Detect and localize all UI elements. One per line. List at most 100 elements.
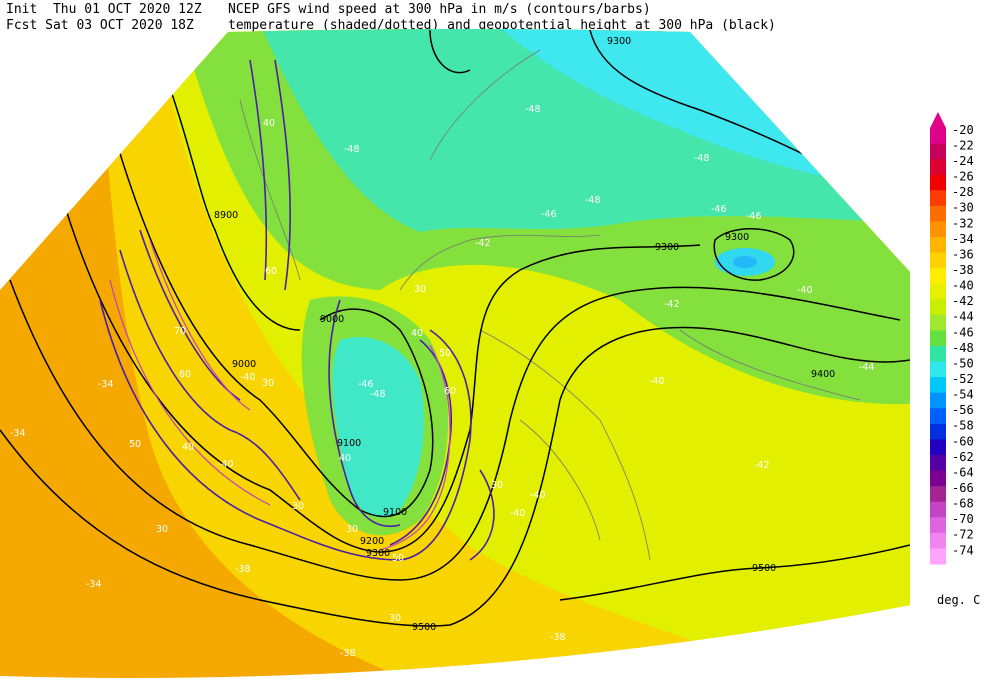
temperature-label: -34 bbox=[10, 428, 26, 439]
wind-label: 60 bbox=[444, 386, 456, 397]
temperature-label: -46 bbox=[541, 209, 557, 220]
colorbar-label: -42 bbox=[952, 294, 974, 308]
colorbar-swatch bbox=[930, 174, 946, 191]
colorbar-label: -30 bbox=[952, 201, 974, 215]
colorbar-swatch bbox=[930, 392, 946, 409]
height-label: 9500 bbox=[412, 622, 436, 633]
wind-label: 30 bbox=[389, 613, 401, 624]
wind-label: 50 bbox=[439, 348, 451, 359]
colorbar-label: -64 bbox=[952, 465, 974, 479]
temperature-label: -48 bbox=[585, 195, 601, 206]
title-line: temperature (shaded/dotted) and geopoten… bbox=[228, 18, 776, 33]
height-label: 9000 bbox=[232, 359, 256, 370]
temperature-label: -48 bbox=[525, 104, 541, 115]
colorbar-swatch bbox=[930, 423, 946, 440]
colorbar-arrow bbox=[930, 112, 946, 128]
colorbar-swatch bbox=[930, 268, 946, 285]
temperature-label: -46 bbox=[358, 379, 374, 390]
colorbar-label: -58 bbox=[952, 419, 974, 433]
colorbar-label: -34 bbox=[952, 232, 974, 246]
colorbar-label: -66 bbox=[952, 481, 974, 495]
colorbar-label: -62 bbox=[952, 450, 974, 464]
colorbar-label: -74 bbox=[952, 543, 974, 557]
colorbar-swatch bbox=[930, 330, 946, 347]
colorbar-label: -72 bbox=[952, 528, 974, 542]
height-label: 9400 bbox=[811, 369, 835, 380]
height-label: 9100 bbox=[383, 507, 407, 518]
wind-label: 30 bbox=[292, 501, 304, 512]
units-label: deg. C bbox=[937, 593, 980, 607]
colorbar-swatch bbox=[930, 252, 946, 269]
height-label: 8900 bbox=[214, 210, 238, 221]
colorbar-label: -50 bbox=[952, 356, 974, 370]
height-label: 9300 bbox=[366, 548, 390, 559]
colorbar-label: -68 bbox=[952, 497, 974, 511]
height-label: 9300 bbox=[655, 242, 679, 253]
temperature-label: -42 bbox=[475, 238, 491, 249]
height-label: 9300 bbox=[725, 232, 749, 243]
colorbar-swatch bbox=[930, 361, 946, 378]
colorbar-swatch bbox=[930, 532, 946, 549]
wind-label: 60 bbox=[179, 369, 191, 380]
temperature-label: -42 bbox=[754, 460, 770, 471]
colorbar-label: -44 bbox=[952, 310, 974, 324]
colorbar-label: -52 bbox=[952, 372, 974, 386]
temperature-label: -48 bbox=[370, 389, 386, 400]
temperature-label: -38 bbox=[340, 648, 356, 659]
colorbar-swatch bbox=[930, 237, 946, 254]
temp-shading bbox=[332, 336, 424, 518]
height-label: 9000 bbox=[320, 314, 344, 325]
temperature-label: -42 bbox=[664, 299, 680, 310]
colorbar-label: -38 bbox=[952, 263, 974, 277]
colorbar-swatch bbox=[930, 501, 946, 518]
temp-shading bbox=[733, 256, 757, 268]
wind-label: 30 bbox=[156, 524, 168, 535]
temperature-label: -40 bbox=[510, 508, 526, 519]
wind-label: 30 bbox=[346, 524, 358, 535]
colorbar-swatch bbox=[930, 128, 946, 145]
height-label: 9500 bbox=[752, 563, 776, 574]
forecast-time: Fcst Sat 03 OCT 2020 18Z bbox=[6, 18, 194, 33]
temperature-label: -38 bbox=[235, 564, 251, 575]
colorbar-label: -22 bbox=[952, 138, 974, 152]
temperature-label: -40 bbox=[240, 372, 256, 383]
colorbar-label: -48 bbox=[952, 341, 974, 355]
colorbar-label: -24 bbox=[952, 154, 974, 168]
colorbar-swatch bbox=[930, 548, 946, 565]
wind-label: 30 bbox=[262, 378, 274, 389]
colorbar-label: -28 bbox=[952, 185, 974, 199]
wind-label: 70 bbox=[174, 326, 186, 337]
colorbar-swatch bbox=[930, 346, 946, 363]
height-label: 9200 bbox=[360, 536, 384, 547]
temperature-label: -40 bbox=[649, 376, 665, 387]
coastlines bbox=[239, 49, 861, 561]
temperature-label: -40 bbox=[797, 285, 813, 296]
temperature-label: -38 bbox=[550, 632, 566, 643]
colorbar-label: -60 bbox=[952, 434, 974, 448]
height-contours bbox=[0, 29, 910, 627]
colorbar-swatch bbox=[930, 299, 946, 316]
temperature-label: -46 bbox=[711, 204, 727, 215]
wind-label: 40 bbox=[339, 453, 351, 464]
colorbar-label: -56 bbox=[952, 403, 974, 417]
temperature-label: -40 bbox=[530, 490, 546, 501]
colorbar-swatch bbox=[930, 408, 946, 425]
temperature-label: -48 bbox=[344, 144, 360, 155]
colorbar-swatch bbox=[930, 470, 946, 487]
colorbar-label: -46 bbox=[952, 325, 974, 339]
colorbar-label: -70 bbox=[952, 512, 974, 526]
colorbar-label: -40 bbox=[952, 279, 974, 293]
colorbar-swatch bbox=[930, 143, 946, 160]
colorbar-swatch bbox=[930, 377, 946, 394]
colorbar-swatch bbox=[930, 190, 946, 207]
colorbar-label: -36 bbox=[952, 247, 974, 261]
colorbar-swatch bbox=[930, 439, 946, 456]
wind-label: 50 bbox=[129, 439, 141, 450]
temperature-label: -46 bbox=[746, 211, 762, 222]
colorbar-label: -26 bbox=[952, 170, 974, 184]
colorbar-swatch bbox=[930, 455, 946, 472]
wind-label: 30 bbox=[414, 284, 426, 295]
